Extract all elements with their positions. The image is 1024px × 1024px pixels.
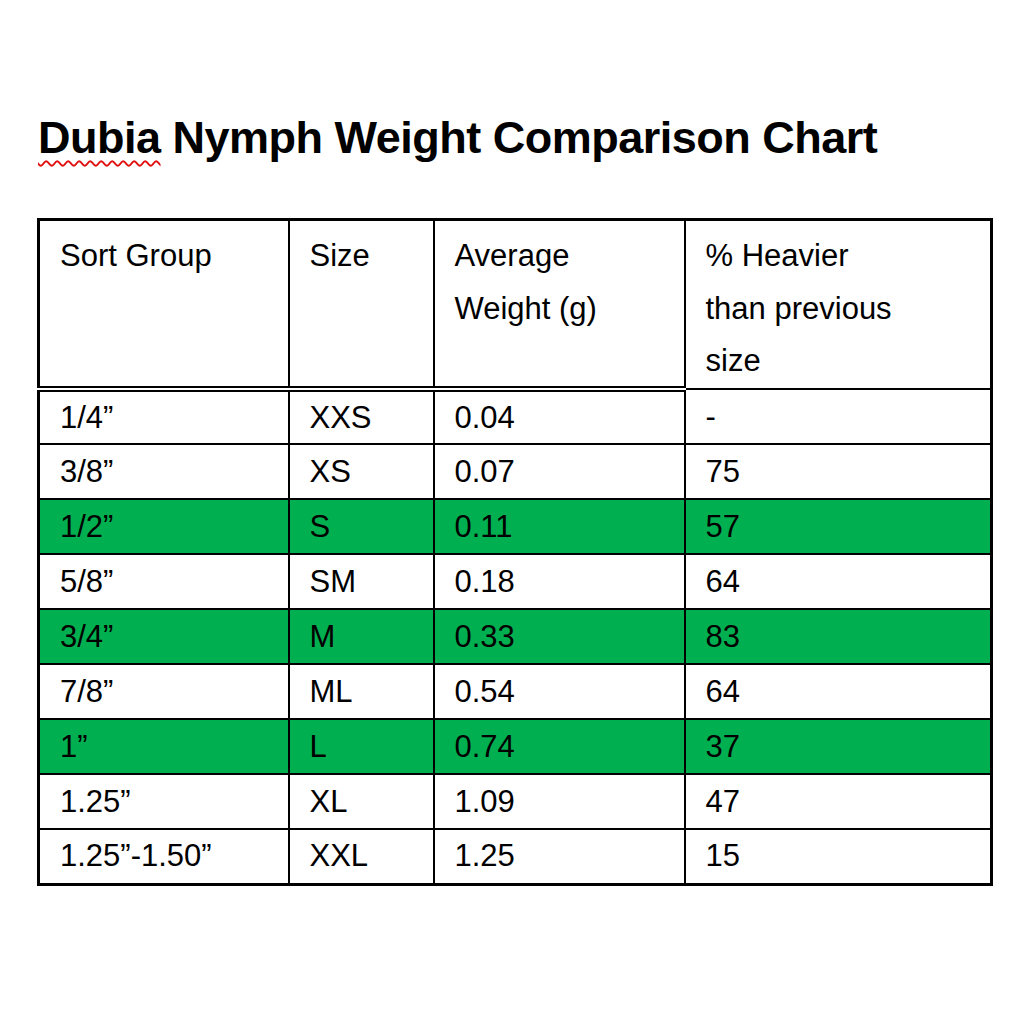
table-cell: 15: [685, 829, 992, 884]
table-cell: 5/8”: [39, 554, 289, 609]
table-cell: -: [685, 389, 992, 444]
table-row: 7/8”ML0.5464: [39, 664, 992, 719]
table-cell: XS: [289, 444, 434, 499]
table-cell: 0.54: [434, 664, 685, 719]
table-cell: XXS: [289, 389, 434, 444]
table-cell: 64: [685, 664, 992, 719]
table-cell: 0.74: [434, 719, 685, 774]
table-cell: 47: [685, 774, 992, 829]
table-row-highlighted: 3/4”M0.3383: [39, 609, 992, 664]
table-cell: M: [289, 609, 434, 664]
table-cell: 1.25”-1.50”: [39, 829, 289, 884]
table-row: 1.25”-1.50”XXL1.2515: [39, 829, 992, 884]
page-title: Dubia Nymph Weight Comparison Chart: [38, 112, 877, 164]
table-cell: 0.04: [434, 389, 685, 444]
table-cell: 1.09: [434, 774, 685, 829]
table-cell: 1/2”: [39, 499, 289, 554]
table-row: 1/4”XXS0.04-: [39, 389, 992, 444]
table-cell: 57: [685, 499, 992, 554]
table-cell: 0.07: [434, 444, 685, 499]
table-row-highlighted: 1/2”S0.1157: [39, 499, 992, 554]
table-cell: 0.18: [434, 554, 685, 609]
table-cell: 75: [685, 444, 992, 499]
table-cell: 1”: [39, 719, 289, 774]
title-misspelled-word: Dubia: [38, 112, 161, 163]
table-cell: XL: [289, 774, 434, 829]
table-cell: 0.33: [434, 609, 685, 664]
column-header-sort-group: Sort Group: [39, 220, 289, 390]
table-cell: SM: [289, 554, 434, 609]
table-cell: XXL: [289, 829, 434, 884]
table-cell: 83: [685, 609, 992, 664]
title-rest: Nymph Weight Comparison Chart: [161, 112, 878, 163]
table-row: 5/8”SM0.1864: [39, 554, 992, 609]
table-cell: 0.11: [434, 499, 685, 554]
table-cell: S: [289, 499, 434, 554]
table-cell: 1/4”: [39, 389, 289, 444]
column-header-average-weight: Average Weight (g): [434, 220, 685, 390]
table-cell: 1.25: [434, 829, 685, 884]
table-cell: 1.25”: [39, 774, 289, 829]
weight-comparison-table: Sort Group Size Average Weight (g) % Hea…: [37, 218, 993, 886]
table-cell: 3/8”: [39, 444, 289, 499]
header-row: Sort Group Size Average Weight (g) % Hea…: [39, 220, 992, 390]
column-header-pct-heavier: % Heavier than previous size: [685, 220, 992, 390]
table-cell: 7/8”: [39, 664, 289, 719]
column-header-size: Size: [289, 220, 434, 390]
table-cell: 3/4”: [39, 609, 289, 664]
table-row-highlighted: 1”L0.7437: [39, 719, 992, 774]
table-cell: ML: [289, 664, 434, 719]
table-cell: L: [289, 719, 434, 774]
table-cell: 37: [685, 719, 992, 774]
table-row: 3/8”XS0.0775: [39, 444, 992, 499]
table-cell: 64: [685, 554, 992, 609]
table-row: 1.25”XL1.0947: [39, 774, 992, 829]
